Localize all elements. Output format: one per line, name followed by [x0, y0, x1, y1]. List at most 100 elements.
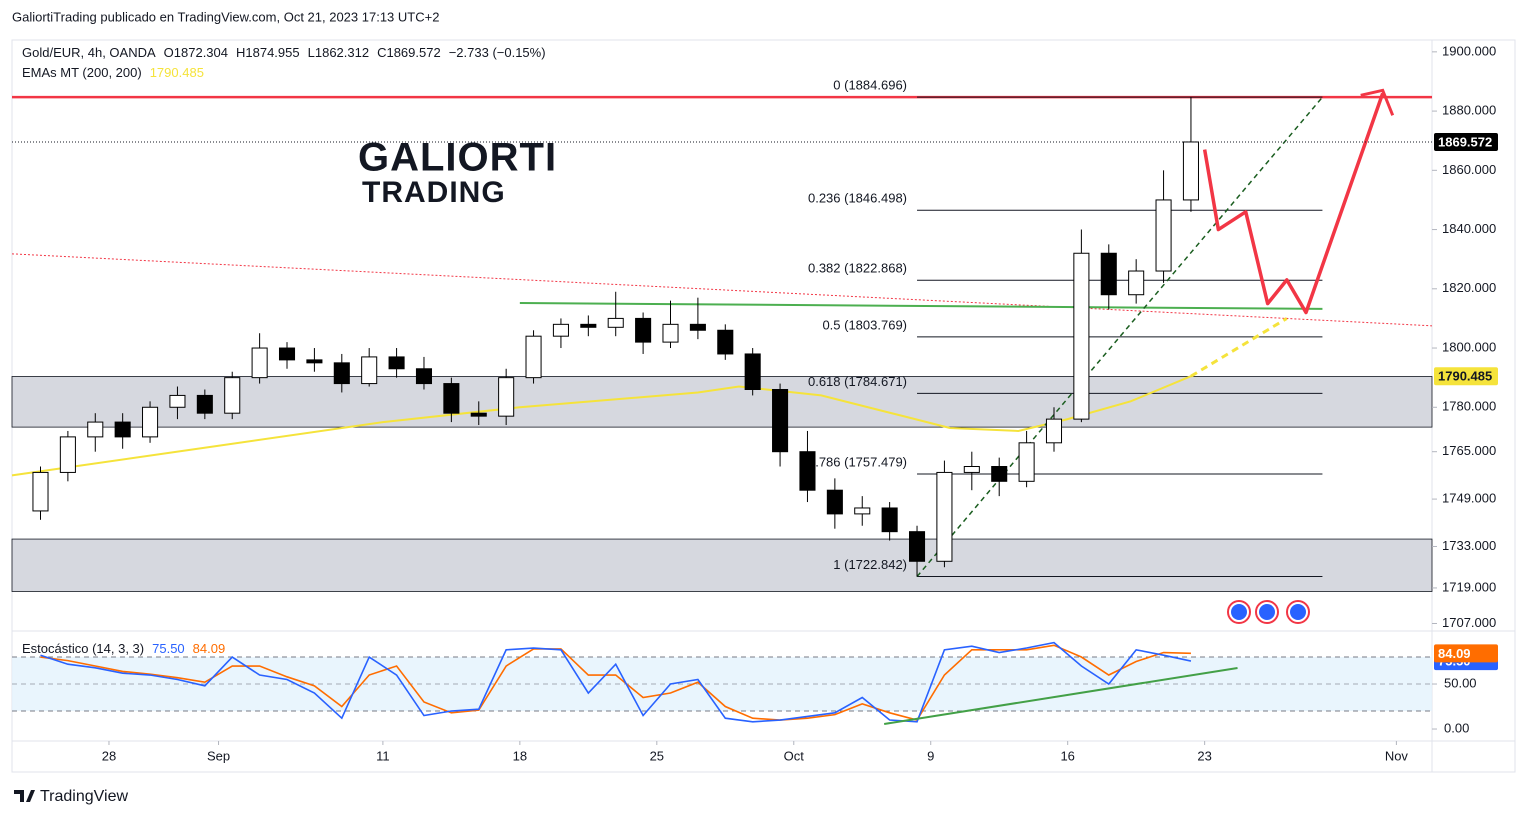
candle-body: [470, 412, 487, 417]
projection-path: [1202, 92, 1385, 315]
event-icons: [1227, 600, 1310, 624]
support-line: [519, 302, 1323, 310]
y-tick-label: 1900.000: [1442, 43, 1496, 58]
stoch-line: [40, 644, 1191, 721]
candle-body: [306, 359, 323, 364]
logo-line: GALIORTI: [358, 136, 557, 180]
legend-quote: −2.733 (−0.15%): [449, 45, 546, 60]
y-tick-label: 1860.000: [1442, 162, 1496, 177]
candle-body: [635, 317, 652, 343]
stoch-value-label-box: [1434, 644, 1498, 663]
fib-label: 0 (1884.696): [833, 78, 907, 93]
y-tick-label: 1800.000: [1442, 339, 1496, 354]
x-tick-label: 23: [1197, 748, 1211, 763]
zone: [11, 538, 1433, 592]
candle-body: [580, 323, 597, 328]
stoch-value-label: 84.09: [1438, 646, 1471, 661]
x-tick-label: 28: [102, 748, 116, 763]
y-tick-label: 1719.000: [1442, 579, 1496, 594]
fib-label: 1 (1722.842): [833, 557, 907, 572]
stoch-trendline: [884, 667, 1238, 725]
candle-body: [1100, 252, 1117, 296]
x-tick-label: Oct: [784, 748, 805, 763]
candle-body: [142, 406, 159, 438]
candle-body: [936, 471, 953, 562]
candle-body: [224, 377, 241, 414]
candle-body: [689, 323, 706, 331]
indicator-name: EMAs MT (200, 200): [22, 65, 142, 80]
legend-quote: C1869.572: [377, 45, 441, 60]
stoch-legend: Estocástico (14, 3, 3) 75.50 84.09: [22, 641, 225, 656]
candle-body: [1182, 141, 1199, 201]
fib-label: 0.618 (1784.671): [808, 374, 907, 389]
uptrend-line: [916, 96, 1324, 578]
x-tick-label: 16: [1060, 748, 1074, 763]
indicator-legend: EMAs MT (200, 200) 1790.485: [22, 65, 204, 80]
stoch-legend-value: 75.50: [152, 641, 185, 656]
fib-label: 0.5 (1803.769): [822, 317, 907, 332]
candle-body: [799, 451, 816, 491]
candle-body: [525, 335, 542, 379]
candle-body: [908, 531, 926, 562]
footer: TradingView: [40, 788, 128, 805]
candle-body: [991, 466, 1008, 482]
candle-body: [744, 353, 761, 390]
legend-quote: H1874.955: [236, 45, 300, 60]
candle-body: [333, 362, 350, 385]
y-tick-label: 1707.000: [1442, 615, 1496, 630]
candle-body: [1128, 270, 1145, 296]
header: GaliortiTrading publicado en TradingView…: [12, 9, 439, 24]
y-tick-label: 1780.000: [1442, 399, 1496, 414]
x-tick-label: 11: [376, 748, 390, 763]
x-tick-label: 25: [650, 748, 664, 763]
candle-body: [1045, 418, 1063, 444]
stoch-legend-value: 84.09: [193, 641, 226, 656]
y-tick-label: 1749.000: [1442, 491, 1496, 506]
candle-body: [881, 507, 898, 533]
candle-body: [388, 356, 405, 370]
y-tick-label: 0.00: [1444, 720, 1469, 735]
candle-body: [963, 466, 980, 473]
indicator-value: 1790.485: [150, 65, 204, 80]
y-tick-label: 1765.000: [1442, 443, 1496, 458]
logo-line: TRADING: [362, 176, 506, 209]
x-tick-label: Sep: [207, 748, 230, 763]
ema-value-label-box: [1434, 367, 1498, 386]
candle-body: [59, 436, 76, 473]
arrow-head: [1360, 88, 1395, 116]
candle-body: [196, 394, 213, 414]
candle-body: [278, 347, 296, 361]
candle-body: [1018, 442, 1035, 482]
candle-body: [114, 421, 131, 438]
y-tick-label: 1820.000: [1442, 280, 1496, 295]
candle-body: [361, 356, 378, 385]
candle-body: [717, 329, 734, 355]
x-tick-label: 9: [927, 748, 934, 763]
candle-body: [32, 471, 49, 512]
x-tick-label: 18: [513, 748, 527, 763]
y-tick-label: 1880.000: [1442, 103, 1496, 118]
fib-label: 0.786 (1757.479): [808, 454, 907, 469]
candle-body: [87, 421, 104, 438]
ema-value-label: 1790.485: [1438, 369, 1492, 384]
stoch-title: Estocástico (14, 3, 3): [22, 641, 144, 656]
candle-body: [1073, 252, 1090, 420]
candle-body: [169, 394, 186, 408]
candle-body: [498, 377, 515, 417]
brand: TradingView: [14, 788, 128, 805]
legend-quote: L1862.312: [308, 45, 369, 60]
last-price-label-box: [1434, 132, 1498, 151]
candle-body: [1155, 199, 1172, 272]
ema-projection: [1190, 317, 1288, 378]
x-tick-label: Nov: [1385, 748, 1409, 763]
candle-body: [854, 507, 871, 515]
candle-body: [826, 489, 843, 515]
logo: GALIORTI TRADING: [358, 136, 557, 209]
y-tick-label: 1733.000: [1442, 538, 1496, 553]
stoch-line: [40, 641, 1192, 723]
y-tick-label: 50.00: [1444, 675, 1477, 690]
legend-title: Gold/EUR, 4h, OANDA: [22, 45, 156, 60]
downtrend-line: [11, 253, 1433, 327]
candle-body: [251, 347, 268, 379]
